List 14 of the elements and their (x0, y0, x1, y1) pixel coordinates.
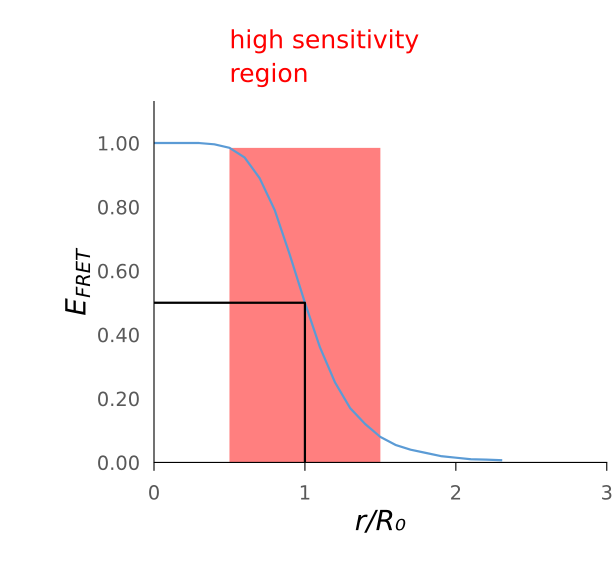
x-tick-label: 2 (451, 485, 460, 500)
x-tick-label: 3 (602, 485, 612, 500)
band-label: high sensitivity region (232, 29, 418, 88)
y-tick-label: 0.20 (98, 392, 139, 406)
x-tick-label: 0 (149, 485, 159, 500)
y-tick-label: 1.00 (98, 136, 139, 151)
y-tick-label: 0.80 (98, 200, 139, 215)
y-axis-title: E$_{FRET}$ (65, 248, 90, 316)
x-axis-title: r/R₀ (356, 510, 406, 533)
y-tick-label: 0.40 (98, 328, 139, 342)
x-tick-label: 1 (300, 485, 310, 500)
y-tick-label: 0.00 (98, 455, 139, 470)
line-series (154, 142, 502, 462)
y-tick-label: 0.60 (98, 264, 139, 278)
